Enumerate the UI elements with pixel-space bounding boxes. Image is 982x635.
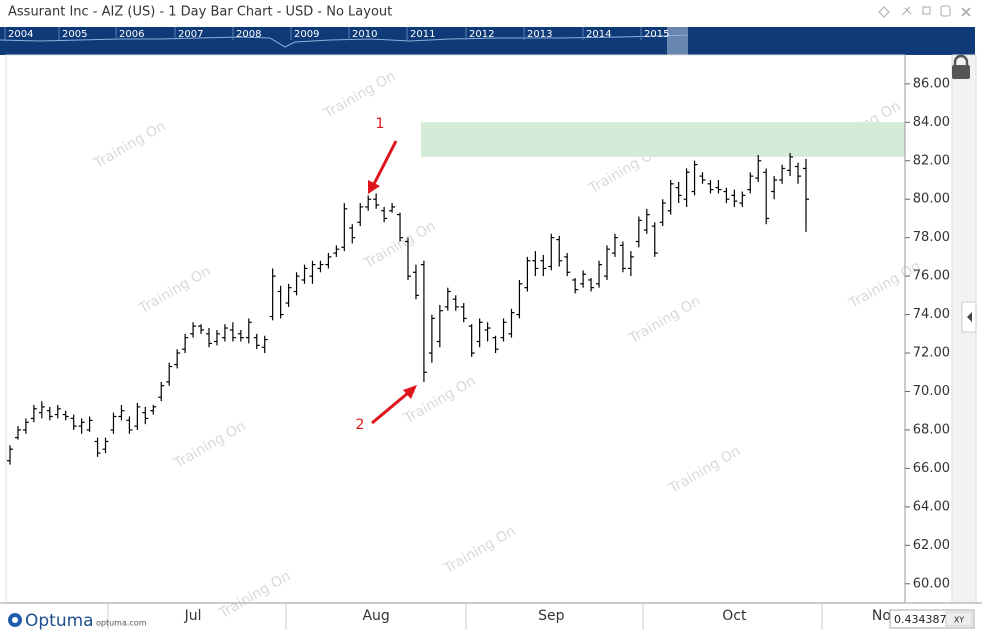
y-tick-label: 82.00 [913,153,950,168]
lock-icon[interactable] [952,54,970,79]
icon-diamond[interactable] [878,6,890,18]
navigator-year: 2009 [294,29,319,40]
cursor-value: 0.4343878 [894,613,954,626]
navigator-year: 2006 [119,29,144,40]
y-tick-label: 68.00 [913,422,950,437]
navigator-year: 2005 [62,29,87,40]
icon-close[interactable] [961,7,971,17]
navigator-year: 2011 [410,29,435,40]
x-tick-label: Oct [722,608,747,624]
y-tick-label: 76.00 [913,269,950,284]
y-tick-label: 60.00 [913,576,950,591]
annotation-label: 2 [356,417,365,433]
y-tick-label: 72.00 [913,346,950,361]
y-tick-label: 80.00 [913,192,950,207]
x-tick-label: Aug [362,608,389,624]
window-title: Assurant Inc - AIZ (US) - 1 Day Bar Char… [8,5,392,20]
logo-url: optuma.com [96,619,147,628]
navigator-year: 2014 [586,29,611,40]
logo-text: Optuma [25,611,94,631]
window-icons [878,5,971,18]
navigator-year: 2008 [236,29,261,40]
logo [8,613,22,627]
x-tick-label: Jul [184,608,202,624]
navigator[interactable]: 2004 2005 2006 2007 2008 2009 2010 2011 2012 2013… [0,27,975,55]
y-tick-label: 78.00 [913,230,950,245]
side-tab-arrow [967,312,972,322]
navigator-year: 2012 [469,29,494,40]
y-tick-label: 64.00 [913,499,950,514]
target-zone [421,122,905,157]
y-tick-label: 84.00 [913,115,950,130]
navigator-selection[interactable] [667,27,688,55]
navigator-year: 2004 [8,29,33,40]
icon-pin[interactable] [901,6,912,16]
navigator-line [0,34,689,48]
annotation-label: 1 [376,116,385,132]
navigator-year: 2010 [352,29,377,40]
month-separators [107,603,823,630]
navigator-band [0,27,975,55]
xy-button[interactable] [945,611,973,627]
xy-label: XY [954,616,964,625]
annotation-arrows [368,140,417,425]
y-tick-label: 62.00 [913,538,950,553]
x-tick-label: Sep [538,608,565,624]
y-tick-label: 66.00 [913,461,950,476]
navigator-year: 2015 [644,29,669,40]
icon-popout[interactable] [940,5,951,17]
y-tick-label: 74.00 [913,307,950,322]
y-tick-label: 86.00 [913,76,950,91]
icon-restore[interactable] [922,6,931,15]
y-tick-label: 70.00 [913,384,950,399]
navigator-year: 2013 [527,29,552,40]
navigator-year: 2007 [178,29,203,40]
